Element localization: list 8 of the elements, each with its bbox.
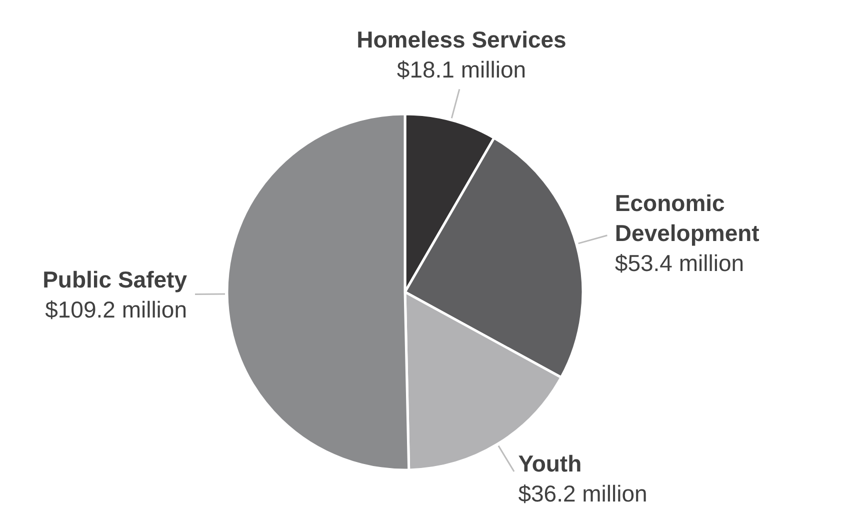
slice-label: Economic Development	[614, 190, 760, 246]
slice-label: Youth	[518, 450, 582, 476]
data-label: $53.4 million	[614, 250, 744, 276]
slice-label: Homeless Services	[356, 26, 566, 52]
data-label: $18.1 million	[396, 56, 526, 82]
data-label: $36.2 million	[518, 480, 648, 506]
data-label: $109.2 million	[45, 296, 188, 322]
slice-label: Public Safety	[42, 266, 188, 292]
